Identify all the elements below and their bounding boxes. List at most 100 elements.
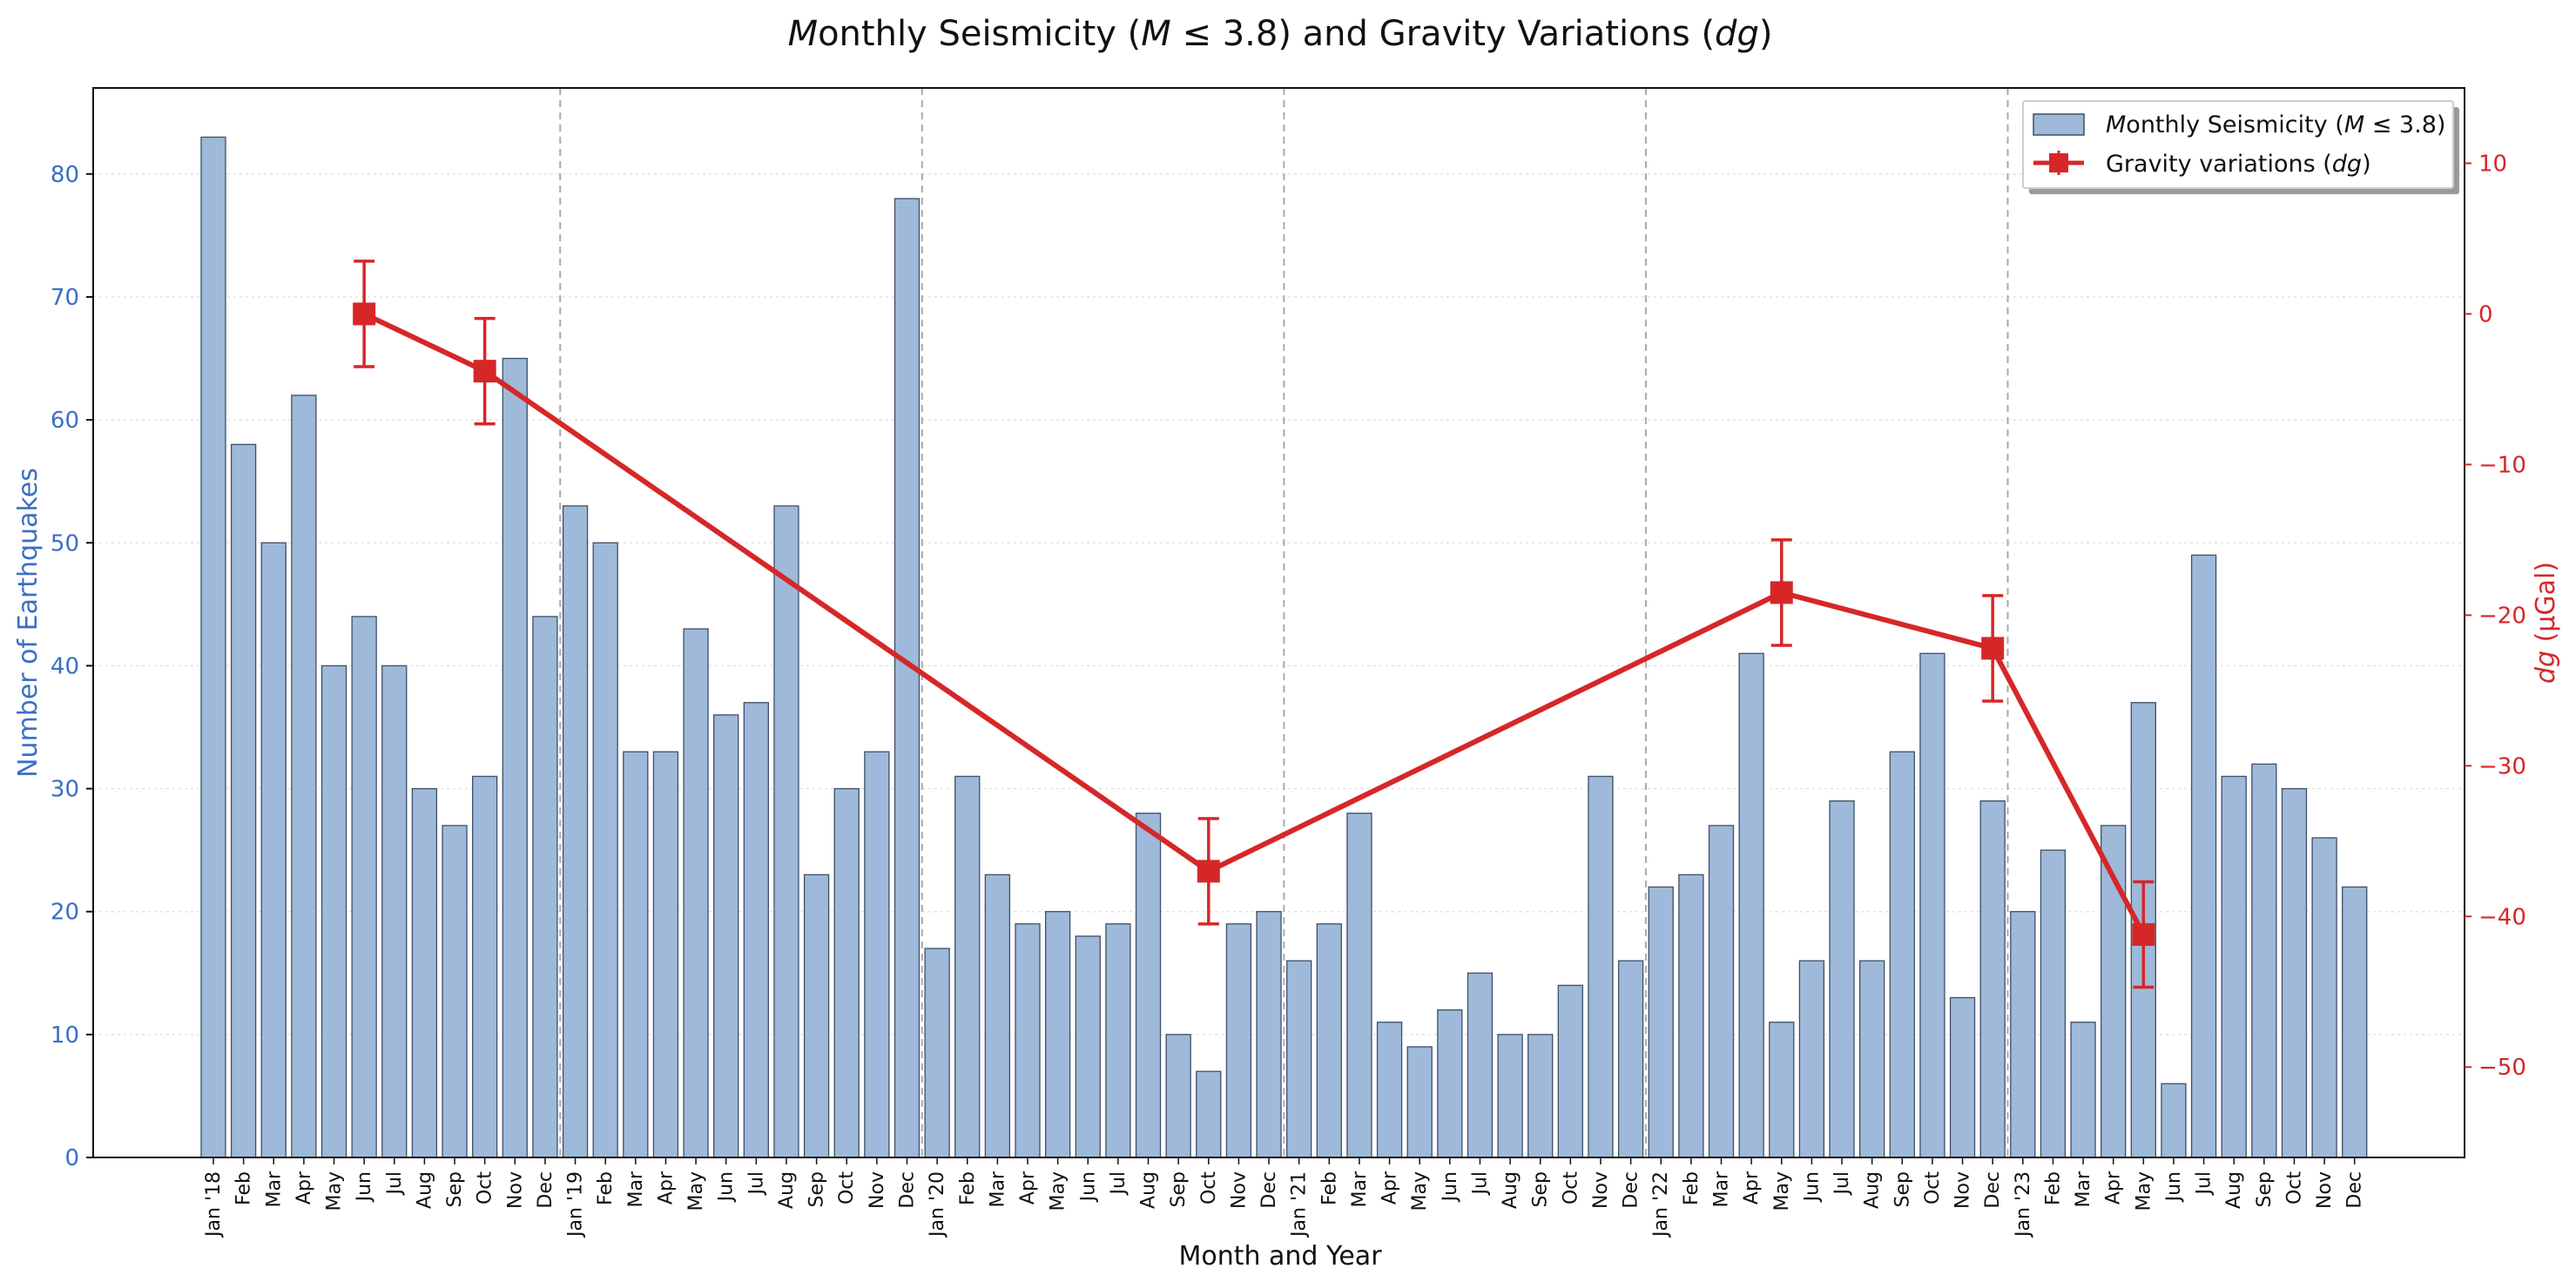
bar: [683, 628, 709, 1158]
bar: [1135, 813, 1162, 1158]
bar: [1316, 923, 1342, 1158]
x-tick-label: Jun: [1801, 1171, 1823, 1203]
bar: [1708, 825, 1735, 1158]
bar: [532, 616, 558, 1158]
bar: [1678, 874, 1704, 1158]
x-tick-label: Feb: [595, 1171, 617, 1205]
x-tick-label: May: [2133, 1171, 2155, 1211]
x-tick-label: Sep: [806, 1171, 828, 1207]
bar: [1949, 996, 1976, 1158]
x-tick-label: Jun: [1440, 1171, 1461, 1203]
bar: [592, 542, 618, 1158]
x-tick-label: Nov: [1590, 1171, 1612, 1209]
gravity-line-layer: [353, 260, 2155, 989]
x-tick-label: May: [1409, 1171, 1431, 1211]
plot-frame: [92, 87, 2465, 1158]
bar: [652, 751, 679, 1158]
gravity-marker: [2132, 923, 2155, 947]
bar: [1919, 652, 1945, 1158]
y-tick-label: 10: [51, 1022, 79, 1049]
bar: [200, 136, 226, 1158]
bar: [442, 825, 468, 1158]
bar: [1648, 886, 1674, 1158]
bar: [291, 395, 317, 1158]
x-tick-label: Jan '19: [565, 1171, 587, 1238]
y-tick-label: 80: [51, 162, 79, 188]
bar: [411, 787, 438, 1158]
x-tick-label: Dec: [1621, 1171, 1642, 1209]
x-tick-label: Jun: [716, 1171, 738, 1203]
bar: [2070, 1022, 2096, 1158]
x-tick-label: Nov: [1228, 1171, 1250, 1209]
x-tick-label: Jan '18: [203, 1171, 225, 1238]
x-tick-label: Jun: [354, 1171, 375, 1203]
bar: [924, 948, 950, 1158]
y-tick-label: 40: [51, 653, 79, 679]
bar: [1557, 984, 1583, 1158]
chart-title: Monthly Seismicity (M ≤ 3.8) and Gravity…: [788, 14, 1773, 54]
bar: [1256, 911, 1282, 1158]
x-tick-label: Feb: [1681, 1171, 1703, 1205]
bar: [230, 443, 257, 1158]
y2-tick-label: 0: [2478, 301, 2493, 327]
y2-tick-label: −50: [2478, 1055, 2526, 1081]
right-axis: 10 0 −10 −20 −30 −40 −50: [2465, 151, 2526, 1081]
bar: [954, 775, 981, 1158]
bar: [713, 714, 739, 1158]
y-tick-label: 0: [64, 1145, 79, 1171]
bar: [1165, 1034, 1191, 1158]
bar: [2311, 837, 2337, 1158]
bar: [2040, 849, 2067, 1158]
bar: [1286, 960, 1312, 1158]
legend-label-seismicity: Monthly Seismicity (M ≤ 3.8): [2106, 111, 2445, 138]
y2-tick-label: −10: [2478, 452, 2526, 478]
x-tick-label: Aug: [1138, 1171, 1160, 1209]
x-tick-label: May: [1771, 1171, 1793, 1211]
bar: [2010, 911, 2036, 1158]
x-tick-label: Aug: [776, 1171, 798, 1209]
bar: [1467, 972, 1494, 1158]
y2-tick-label: 10: [2478, 151, 2507, 177]
bar: [833, 787, 860, 1158]
x-tick-label: Mar: [987, 1171, 1008, 1207]
x-tick-label: Jun: [2163, 1171, 2185, 1203]
x-tick-label: Feb: [1318, 1171, 1340, 1205]
x-tick-label: Jul: [1831, 1171, 1853, 1197]
x-tick-label: Jul: [1108, 1171, 1130, 1197]
bar: [1105, 923, 1131, 1158]
x-tick-label: Oct: [1560, 1171, 1581, 1204]
bar: [1437, 1009, 1463, 1158]
gravity-marker: [1197, 860, 1220, 883]
bar: [1858, 960, 1885, 1158]
bar: [1075, 935, 1101, 1158]
x-tick-label: Sep: [444, 1171, 466, 1207]
x-tick-label: Apr: [2103, 1171, 2125, 1204]
x-tick-label: Jul: [1469, 1171, 1491, 1197]
x-tick-label: Aug: [414, 1171, 435, 1209]
y-tick-label: 50: [51, 530, 79, 557]
x-tick-label: Oct: [1922, 1171, 1944, 1204]
gravity-marker: [353, 302, 376, 326]
x-tick-label: May: [1048, 1171, 1069, 1211]
bar: [743, 702, 769, 1158]
bar-layer: [200, 136, 2368, 1158]
x-tick-label: Mar: [1349, 1171, 1371, 1207]
bar: [1979, 800, 2006, 1158]
legend-marker-swatch: [2049, 153, 2068, 172]
bar: [1196, 1070, 1222, 1158]
gravity-line: [362, 311, 2146, 936]
x-tick-label: Dec: [535, 1171, 556, 1209]
y2-axis-label: dg (μGal): [2531, 562, 2561, 684]
bar: [2190, 554, 2217, 1158]
y-tick-label: 70: [51, 285, 79, 311]
bar: [1769, 1022, 1795, 1158]
x-tick-label: Mar: [1711, 1171, 1733, 1207]
x-tick-label: Dec: [1258, 1171, 1280, 1209]
x-tick-label: Nov: [867, 1171, 888, 1209]
left-axis: 0 10 20 30 40 50 60 70 80: [51, 162, 93, 1171]
y-tick-label: 20: [51, 900, 79, 926]
x-tick-label: Jan '22: [1650, 1171, 1672, 1238]
x-tick-label: Apr: [1741, 1171, 1763, 1204]
bar: [2221, 775, 2247, 1158]
